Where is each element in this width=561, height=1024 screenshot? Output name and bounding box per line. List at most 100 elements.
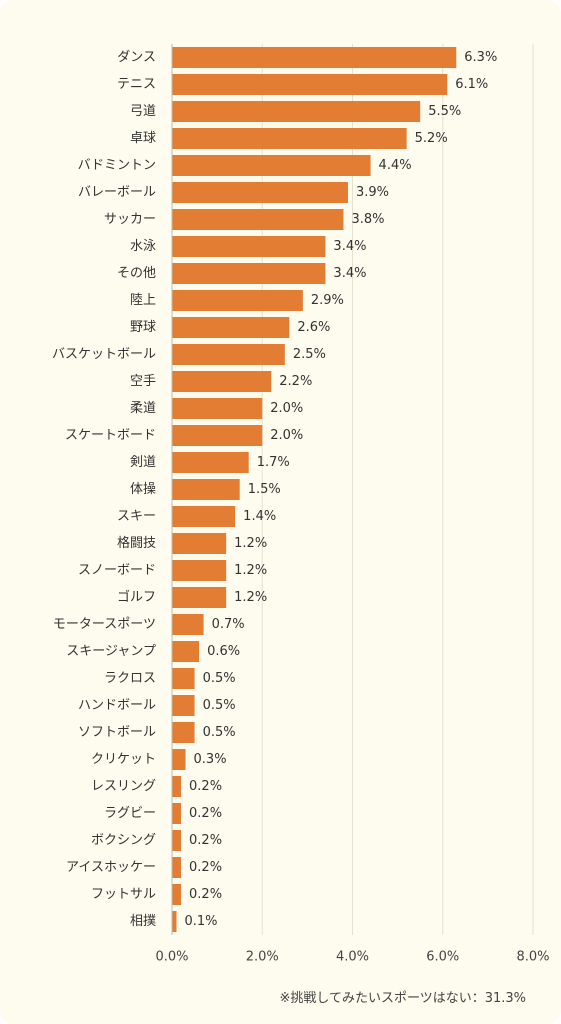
value-label: 2.2% [279,374,312,389]
category-label: テニス [117,77,156,92]
category-label: スケートボード [65,428,156,443]
value-label: 3.8% [351,212,384,227]
value-label: 0.1% [185,914,218,929]
category-label: フットサル [91,887,156,902]
x-tick-label: 0.0% [155,950,188,965]
chart-footnote: ※挑戦してみたいスポーツはない：31.3% [279,991,526,1006]
value-label: 1.7% [257,455,290,470]
category-label: 格闘技 [117,535,156,551]
value-label: 2.9% [311,293,344,308]
category-label: ソフトボール [78,725,156,740]
category-label: モータースポーツ [53,617,156,632]
value-label: 1.2% [234,563,267,578]
value-label: 0.5% [203,698,236,713]
bar [172,533,227,554]
bar [172,209,344,230]
category-label: 空手 [130,374,156,389]
value-label: 5.2% [415,131,448,146]
category-label: クリケット [91,752,156,767]
bar [172,776,182,797]
bar [172,182,348,203]
bar [172,101,421,122]
value-label: 0.5% [203,671,236,686]
bar [172,344,285,365]
bar [172,506,236,527]
category-label: アイスホッケー [66,860,156,875]
value-label: 0.6% [207,644,240,659]
value-label: 0.7% [212,617,245,632]
value-label: 6.1% [455,77,488,92]
category-label: その他 [117,266,156,281]
category-label: 柔道 [130,401,156,416]
bar [172,425,263,446]
bar [172,128,407,149]
bar [172,695,195,716]
bar [172,614,204,635]
value-label: 2.0% [270,401,303,416]
value-label: 4.4% [379,158,412,173]
value-label: 0.2% [189,833,222,848]
bar [172,911,177,932]
value-label: 1.2% [234,590,267,605]
category-label: ハンドボール [78,698,156,713]
value-label: 6.3% [464,50,497,65]
category-label: ラグビー [104,806,156,821]
bar [172,371,272,392]
category-label: ゴルフ [117,589,156,605]
value-label: 3.9% [356,185,389,200]
bar [172,830,182,851]
x-tick-label: 4.0% [336,950,369,965]
value-label: 1.5% [248,482,281,497]
bar [172,263,326,284]
bar [172,668,195,689]
bar [172,47,457,68]
value-label: 0.2% [189,887,222,902]
category-label: 剣道 [130,455,156,470]
category-label: スノーボード [78,563,156,578]
value-label: 0.2% [189,806,222,821]
value-label: 2.0% [270,428,303,443]
category-label: 卓球 [130,131,156,146]
category-label: バスケットボール [52,347,156,362]
value-label: 0.5% [203,725,236,740]
category-label: レスリング [91,779,156,794]
value-label: 1.4% [243,509,276,524]
bar [172,452,249,473]
bar [172,587,227,608]
bar [172,749,186,770]
value-label: 0.3% [194,752,227,767]
bar [172,155,371,176]
bar [172,74,448,95]
value-label: 0.2% [189,860,222,875]
value-label: 5.5% [428,104,461,119]
value-label: 3.4% [333,266,366,281]
category-label: ラクロス [104,671,156,686]
category-label: サッカー [104,212,156,227]
bar [172,479,240,500]
value-label: 3.4% [333,239,366,254]
bar [172,290,303,311]
value-label: 0.2% [189,779,222,794]
category-label: スキー [117,509,156,524]
x-tick-label: 2.0% [246,950,279,965]
bar [172,398,263,419]
bar [172,857,182,878]
bar [172,317,290,338]
bar [172,236,326,257]
value-label: 2.6% [297,320,330,335]
bar [172,884,182,905]
category-label: 弓道 [130,104,156,119]
bar [172,641,200,662]
category-label: バレーボール [78,185,156,200]
bar [172,722,195,743]
x-tick-label: 8.0% [516,950,549,965]
category-label: 体操 [130,481,156,497]
category-label: 水泳 [130,239,156,254]
category-label: ダンス [117,50,156,65]
category-label: ボクシング [91,833,156,848]
bar [172,803,182,824]
bar [172,560,227,581]
value-label: 1.2% [234,536,267,551]
